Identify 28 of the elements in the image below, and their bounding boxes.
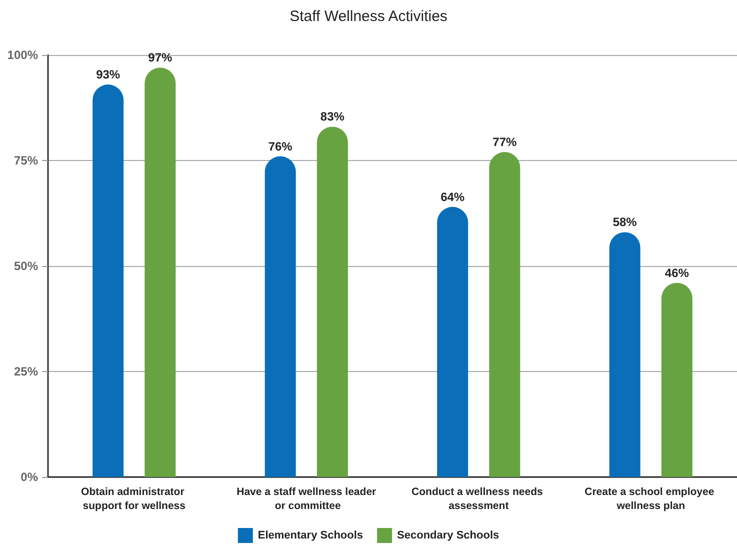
x-tick-label: Have a staff wellness leader or committee: [236, 486, 376, 512]
chart-title: Staff Wellness Activities: [290, 8, 448, 25]
y-tick-label: 0%: [20, 470, 38, 484]
data-label: 97%: [148, 50, 172, 65]
legend-label: Secondary Schools: [397, 530, 500, 542]
x-tick-label: Conduct a wellness needs assessment: [412, 486, 546, 512]
bar: [661, 282, 692, 477]
y-tick-label: 100%: [7, 48, 38, 62]
legend-label: Elementary Schools: [258, 530, 364, 542]
bar: [489, 152, 520, 477]
bar: [264, 156, 296, 477]
data-label: 64%: [440, 190, 465, 204]
x-tick-label: Create a school employee wellness plan: [584, 486, 718, 512]
data-label: 93%: [96, 68, 120, 82]
data-label: 46%: [664, 266, 690, 280]
y-tick-label: 50%: [14, 259, 38, 273]
data-label: 77%: [492, 135, 517, 150]
bar: [92, 84, 124, 477]
bar: [609, 232, 640, 477]
data-label: 76%: [268, 139, 293, 154]
x-tick-label: Obtain administrator support for wellness: [81, 486, 188, 512]
data-label: 83%: [320, 110, 345, 124]
y-tick-label: 75%: [14, 154, 38, 168]
y-tick-label: 25%: [14, 364, 38, 378]
bar: [144, 68, 176, 477]
data-label: 58%: [612, 215, 638, 230]
bar: [437, 206, 468, 477]
bar: [316, 126, 348, 477]
